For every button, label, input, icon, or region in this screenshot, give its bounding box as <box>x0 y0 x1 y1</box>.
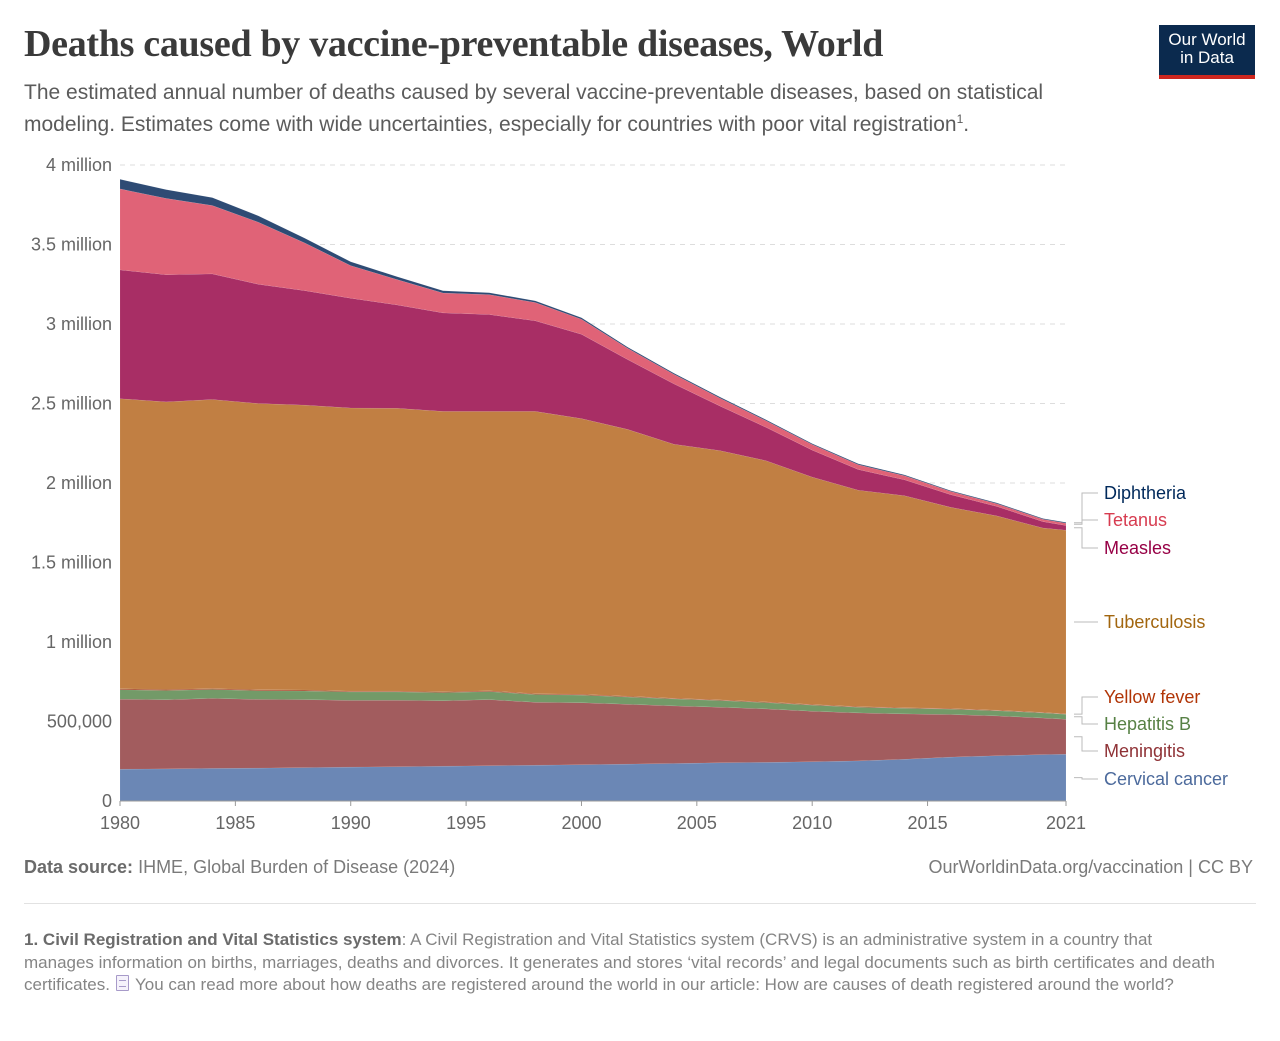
chart-areas[interactable] <box>119 178 1067 802</box>
footnote-text: : A Civil Registration and Vital Statist… <box>24 930 1215 994</box>
y-tick-label: 500,000 <box>47 712 112 732</box>
logo-line-2: in Data <box>1180 48 1234 67</box>
source-label: Data source: <box>24 857 134 877</box>
subtitle-end: . <box>963 113 970 136</box>
x-tick-label: 2021 <box>1046 813 1086 833</box>
chart-subtitle: The estimated annual number of deaths ca… <box>24 79 1114 138</box>
series-label-yellow-fever[interactable]: Yellow fever <box>1104 687 1200 707</box>
x-tick-label: 1995 <box>446 813 486 833</box>
series-label-meningitis[interactable]: Meningitis <box>1104 741 1185 761</box>
source-text[interactable]: IHME, Global Burden of Disease (2024) <box>138 857 456 877</box>
x-tick-label: 2000 <box>561 813 601 833</box>
y-tick-label: 1.5 million <box>31 553 112 573</box>
y-tick-label: 1 million <box>46 632 112 652</box>
series-labels[interactable]: Diphtheria Tetanus Measles Tuberculosis Yell… <box>1074 483 1228 789</box>
series-label-measles[interactable]: Measles <box>1104 538 1171 558</box>
label-connector <box>1074 696 1098 715</box>
chart-axes: 0 500,000 1 million 1.5 million 2 million 2.5… <box>31 155 1086 833</box>
chart-title: Deaths caused by vaccine-preventable dis… <box>24 23 884 65</box>
subtitle-text: The estimated annual number of deaths ca… <box>24 81 1044 136</box>
y-tick-label: 4 million <box>46 155 112 175</box>
label-connector <box>1074 736 1098 752</box>
footnote-link[interactable]: You can read more about how deaths are r… <box>134 975 1174 994</box>
stacked-area-chart[interactable]: 0 500,000 1 million 1.5 million 2 million 2.5… <box>0 0 1280 850</box>
footnote-number: 1. <box>24 930 39 949</box>
y-tick-label: 2 million <box>46 473 112 493</box>
x-tick-label: 2015 <box>908 813 948 833</box>
x-tick-label: 1990 <box>331 813 371 833</box>
y-tick-label: 0 <box>102 791 112 811</box>
area-tuberculosis[interactable] <box>119 398 1067 715</box>
footer-divider <box>24 903 1256 904</box>
data-source: Data source: IHME, Global Burden of Dise… <box>24 857 455 878</box>
series-label-tuberculosis[interactable]: Tuberculosis <box>1104 612 1205 632</box>
owid-logo[interactable]: Our World in Data <box>1159 25 1255 79</box>
label-connector <box>1074 716 1098 725</box>
footnote: 1. Civil Registration and Vital Statisti… <box>24 929 1224 997</box>
footnote-term-text: Civil Registration and Vital Statistics … <box>42 930 402 949</box>
series-label-tetanus[interactable]: Tetanus <box>1104 510 1167 530</box>
x-tick-label: 2010 <box>792 813 832 833</box>
x-tick-label: 2005 <box>677 813 717 833</box>
series-label-cervical-cancer[interactable]: Cervical cancer <box>1104 769 1228 789</box>
document-icon <box>115 975 129 991</box>
logo-line-1: Our World <box>1168 30 1246 49</box>
series-label-diphtheria[interactable]: Diphtheria <box>1104 483 1187 503</box>
area-hepatitis-b[interactable] <box>119 689 1067 720</box>
label-connector <box>1074 519 1098 525</box>
y-tick-label: 2.5 million <box>31 394 112 414</box>
area-diphtheria[interactable] <box>119 178 1067 524</box>
label-connector <box>1074 527 1098 549</box>
series-label-hepatitis-b[interactable]: Hepatitis B <box>1104 714 1191 734</box>
label-connector <box>1074 777 1098 780</box>
y-tick-label: 3 million <box>46 314 112 334</box>
x-tick-label: 1980 <box>100 813 140 833</box>
footnote-ref[interactable]: 1 <box>956 112 964 126</box>
x-tick-label: 1985 <box>215 813 255 833</box>
footnote-term: 1. Civil Registration and Vital Statisti… <box>24 930 402 949</box>
area-yellow-fever[interactable] <box>119 688 1067 715</box>
license-link[interactable]: OurWorldinData.org/vaccination | CC BY <box>928 857 1253 877</box>
y-tick-label: 3.5 million <box>31 235 112 255</box>
label-connector <box>1074 492 1098 524</box>
